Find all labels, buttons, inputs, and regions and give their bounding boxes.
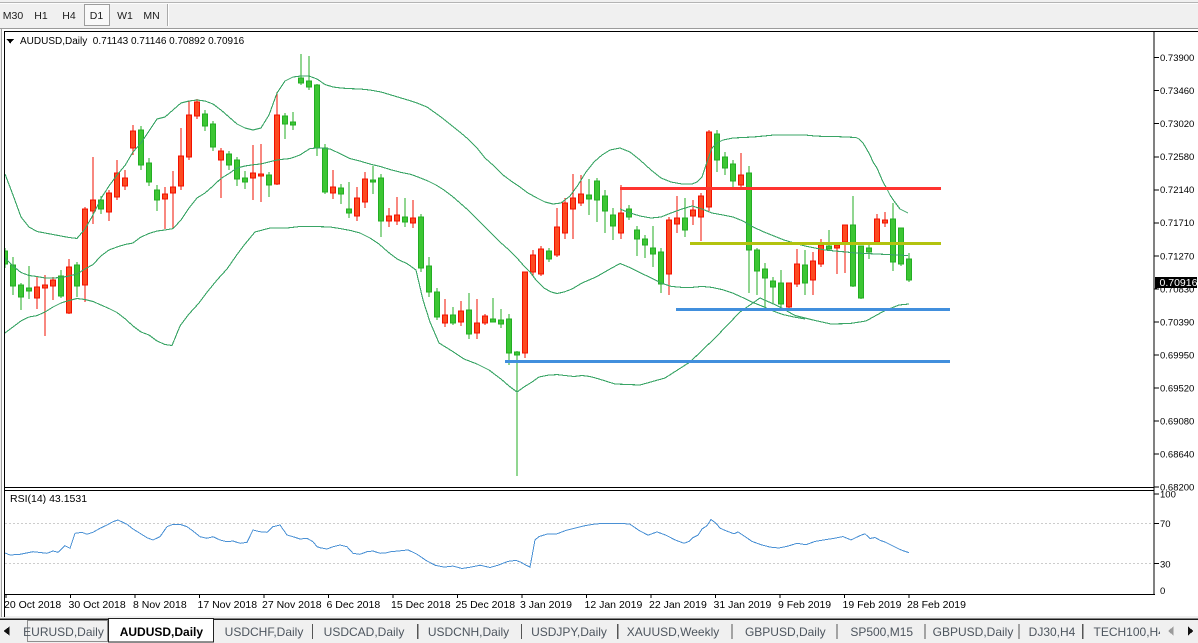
svg-text:AUDUSD,Daily 0.71143 0.71146: AUDUSD,Daily 0.71143 0.71146 0.70892 0.7… <box>20 36 245 47</box>
svg-text:DJ30,H4: DJ30,H4 <box>1029 625 1076 639</box>
svg-text:M30: M30 <box>3 10 24 22</box>
svg-text:H1: H1 <box>34 10 48 22</box>
svg-text:70: 70 <box>1160 519 1171 530</box>
svg-text:19 Feb 2019: 19 Feb 2019 <box>843 599 902 611</box>
svg-text:W1: W1 <box>117 10 133 22</box>
svg-text:MN: MN <box>143 10 159 22</box>
svg-text:0.68640: 0.68640 <box>1160 450 1194 461</box>
svg-text:100: 100 <box>1160 489 1176 500</box>
svg-text:17 Nov 2018: 17 Nov 2018 <box>198 599 258 611</box>
svg-text:30 Oct 2018: 30 Oct 2018 <box>69 599 126 611</box>
svg-text:USDJPY,Daily: USDJPY,Daily <box>531 625 607 639</box>
svg-text:GBPUSD,Daily: GBPUSD,Daily <box>933 625 1014 639</box>
svg-text:XAUUSD,Weekly: XAUUSD,Weekly <box>627 625 719 639</box>
svg-text:D1: D1 <box>90 10 104 22</box>
svg-text:0.71270: 0.71270 <box>1160 251 1194 262</box>
svg-text:27 Nov 2018: 27 Nov 2018 <box>262 599 322 611</box>
svg-text:GBPUSD,Daily: GBPUSD,Daily <box>745 625 826 639</box>
svg-text:0.69080: 0.69080 <box>1160 417 1194 428</box>
svg-text:H4: H4 <box>62 10 76 22</box>
svg-text:12 Jan 2019: 12 Jan 2019 <box>585 599 643 611</box>
svg-text:0.73900: 0.73900 <box>1160 53 1194 64</box>
svg-text:0.68200: 0.68200 <box>1160 483 1194 494</box>
svg-text:RSI(14) 43.1531: RSI(14) 43.1531 <box>10 493 87 505</box>
svg-text:USDCAD,Daily: USDCAD,Daily <box>324 625 405 639</box>
svg-text:SP500,M15: SP500,M15 <box>850 625 913 639</box>
svg-text:0.73460: 0.73460 <box>1160 86 1194 97</box>
svg-text:3 Jan 2019: 3 Jan 2019 <box>520 599 572 611</box>
svg-text:25 Dec 2018: 25 Dec 2018 <box>456 599 516 611</box>
svg-text:8 Nov 2018: 8 Nov 2018 <box>133 599 187 611</box>
svg-text:28 Feb 2019: 28 Feb 2019 <box>907 599 966 611</box>
svg-text:0.70916: 0.70916 <box>1160 277 1198 289</box>
svg-text:6 Dec 2018: 6 Dec 2018 <box>327 599 381 611</box>
svg-text:EURUSD,Daily: EURUSD,Daily <box>23 625 104 639</box>
svg-text:0.69520: 0.69520 <box>1160 384 1194 395</box>
svg-text:TECH100,H4: TECH100,H4 <box>1094 625 1166 639</box>
svg-text:0.71710: 0.71710 <box>1160 218 1194 229</box>
svg-text:20 Oct 2018: 20 Oct 2018 <box>4 599 61 611</box>
svg-text:USDCNH,Daily: USDCNH,Daily <box>428 625 509 639</box>
svg-text:0.70390: 0.70390 <box>1160 317 1194 328</box>
svg-text:9 Feb 2019: 9 Feb 2019 <box>778 599 831 611</box>
svg-text:0.70830: 0.70830 <box>1160 284 1194 295</box>
svg-text:0.72140: 0.72140 <box>1160 185 1194 196</box>
svg-text:0.69950: 0.69950 <box>1160 350 1194 361</box>
svg-text:31 Jan 2019: 31 Jan 2019 <box>714 599 772 611</box>
svg-text:22 Jan 2019: 22 Jan 2019 <box>649 599 707 611</box>
svg-text:30: 30 <box>1160 559 1171 570</box>
svg-text:0: 0 <box>1160 586 1165 597</box>
svg-text:0.72580: 0.72580 <box>1160 152 1194 163</box>
svg-text:0.73020: 0.73020 <box>1160 119 1194 130</box>
svg-text:AUDUSD,Daily: AUDUSD,Daily <box>120 625 204 639</box>
svg-text:15 Dec 2018: 15 Dec 2018 <box>391 599 451 611</box>
svg-text:USDCHF,Daily: USDCHF,Daily <box>225 625 304 639</box>
